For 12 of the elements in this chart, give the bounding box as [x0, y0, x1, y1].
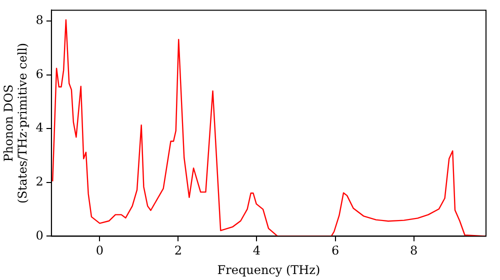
y-tick-label: 0	[36, 228, 44, 242]
x-tick-label: 4	[252, 244, 261, 258]
x-tick-label: 2	[174, 244, 182, 258]
x-axis-title: Frequency (THz)	[217, 262, 320, 277]
x-tick-label: 6	[331, 244, 340, 258]
y-tick-label: 2	[36, 174, 44, 189]
y-axis-title: Phonon DOS (States/THz·primitive cell)	[1, 42, 30, 204]
x-tick-label: 0	[96, 244, 104, 258]
y-tick-label: 4	[36, 120, 44, 135]
y-tick-label: 6	[36, 66, 44, 81]
x-tick-label: 8	[410, 244, 418, 258]
y-tick-label: 8	[36, 13, 44, 28]
